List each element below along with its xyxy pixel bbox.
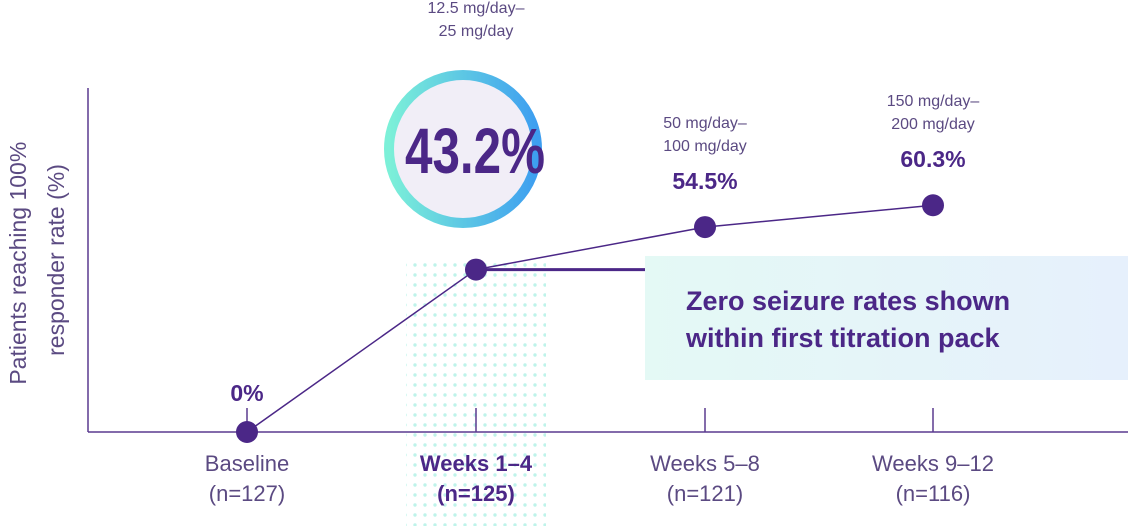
dose-label-4-line-1: 150 mg/day– <box>887 93 980 110</box>
y-axis-label-line-1: Patients reaching 100% <box>5 142 31 385</box>
dose-label-4-line-2: 200 mg/day <box>891 116 975 133</box>
dose-label-2-line-1: 12.5 mg/day– <box>428 0 525 17</box>
x-axis-tick-labels: Baseline (n=127) Weeks 1–4 (n=125) Weeks 5–8… <box>205 451 994 506</box>
series-polyline <box>246 204 934 433</box>
x-tick-sample-2: (n=125) <box>437 481 515 506</box>
data-point-3 <box>694 216 716 239</box>
callout-box <box>645 256 1128 380</box>
highlight-value-circle <box>384 70 542 228</box>
x-tick-label-2: Weeks 1–4 <box>420 451 533 476</box>
data-label-3: 54.5% <box>672 168 737 194</box>
y-axis-label: Patients reaching 100% responder rate (%… <box>5 135 69 384</box>
dose-labels: 12.5 mg/day– 25 mg/day 50 mg/day– 100 mg/da… <box>428 0 980 155</box>
data-label-1: 0% <box>230 380 263 406</box>
dose-label-2-line-2: 25 mg/day <box>439 23 514 40</box>
x-tick-label-4: Weeks 9–12 <box>872 451 994 476</box>
data-point-1 <box>236 421 258 443</box>
callout-text: Zero seizure rates shown within first ti… <box>685 286 1018 353</box>
y-axis-label-line-2: responder rate (%) <box>43 164 69 356</box>
data-point-2 <box>465 258 487 281</box>
x-tick-label-1: Baseline <box>205 451 289 476</box>
data-label-4: 60.3% <box>900 146 965 172</box>
x-tick-sample-1: (n=127) <box>209 481 285 506</box>
x-axis-ticks <box>246 408 934 432</box>
x-tick-label-3: Weeks 5–8 <box>650 451 760 476</box>
series-line <box>246 204 934 433</box>
data-point-4 <box>922 194 944 217</box>
x-tick-sample-3: (n=121) <box>667 481 743 506</box>
highlight-ring <box>384 70 542 228</box>
data-labels: 0% 43.2% 54.5% 60.3% <box>230 115 965 406</box>
callout-line-1: Zero seizure rates shown <box>686 286 1010 316</box>
callout-line-2: within first titration pack <box>685 323 1001 353</box>
dose-label-3-line-1: 50 mg/day– <box>663 115 747 132</box>
highlight-column <box>406 262 546 526</box>
x-tick-sample-4: (n=116) <box>896 481 971 506</box>
data-points <box>236 194 944 443</box>
dose-label-3-line-2: 100 mg/day <box>663 138 747 155</box>
data-label-2: 43.2% <box>405 115 545 187</box>
